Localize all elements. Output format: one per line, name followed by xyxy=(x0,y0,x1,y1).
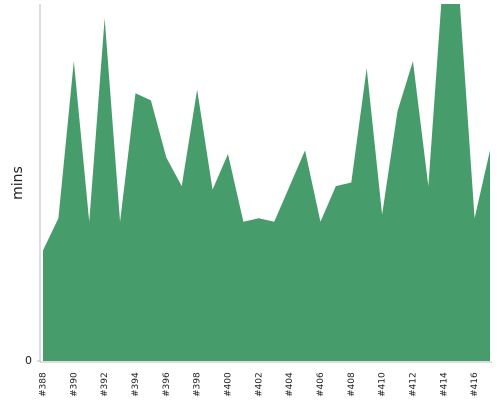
x-tick-label: #410 xyxy=(378,372,388,397)
x-tick-label: #400 xyxy=(223,372,233,397)
x-tick-label: #388 xyxy=(39,372,49,397)
y-tick-label: 0 xyxy=(25,354,32,367)
x-tick-label: #402 xyxy=(254,372,264,397)
x-tick-label: #392 xyxy=(100,372,110,397)
x-tick-label: #412 xyxy=(408,372,418,397)
x-tick-label: #390 xyxy=(69,372,79,397)
x-tick-label: #394 xyxy=(131,372,141,397)
x-tick-label: #398 xyxy=(193,372,203,397)
x-tick-label: #404 xyxy=(285,372,295,397)
plot-area xyxy=(43,4,490,361)
x-tick-label: #414 xyxy=(439,372,449,397)
x-tick-label: #406 xyxy=(316,372,326,397)
x-tick-label: #396 xyxy=(162,372,172,397)
y-axis-label: mins xyxy=(10,166,26,200)
x-tick-label: #408 xyxy=(347,372,357,397)
x-tick-label: #416 xyxy=(470,372,480,397)
area xyxy=(43,4,490,361)
